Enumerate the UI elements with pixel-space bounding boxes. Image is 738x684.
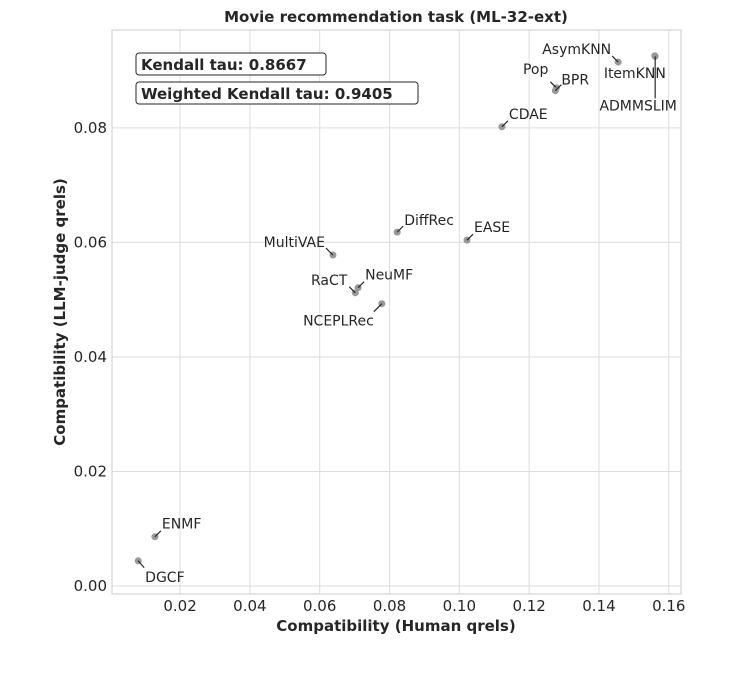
point-label: ADMMSLIM bbox=[599, 98, 676, 114]
leader-line bbox=[549, 81, 557, 89]
point-label: MultiVAE bbox=[264, 235, 325, 251]
point-label: ENMF bbox=[162, 517, 201, 533]
x-tick-label: 0.16 bbox=[652, 597, 685, 615]
leader-line bbox=[357, 281, 365, 289]
grid bbox=[112, 30, 681, 594]
y-tick-label: 0.02 bbox=[74, 462, 107, 480]
point-label: EASE bbox=[474, 220, 510, 236]
point-cdae: CDAE bbox=[498, 107, 548, 131]
x-tick-label: 0.06 bbox=[303, 597, 336, 615]
leader-line bbox=[466, 233, 474, 241]
leader-line bbox=[373, 303, 383, 313]
x-tick-label: 0.14 bbox=[582, 597, 615, 615]
x-tick-label: 0.08 bbox=[373, 597, 406, 615]
y-tick-label: 0.04 bbox=[74, 348, 107, 366]
leader-line bbox=[154, 530, 162, 538]
point-label: DiffRec bbox=[404, 213, 454, 229]
leader-line bbox=[137, 560, 145, 569]
weighted-kendall-box bbox=[135, 81, 419, 105]
leader-line bbox=[396, 225, 404, 233]
plot-frame bbox=[111, 29, 682, 595]
y-tick-label: 0.00 bbox=[74, 577, 107, 595]
point-diffrec: DiffRec bbox=[393, 213, 454, 236]
x-axis-label: Compatibility (Human qrels) bbox=[276, 617, 515, 635]
x-tick-label: 0.04 bbox=[233, 597, 266, 615]
leader-line bbox=[325, 247, 334, 256]
kendall-box bbox=[135, 52, 327, 76]
point-label: CDAE bbox=[509, 107, 548, 123]
point-ease: EASE bbox=[463, 220, 510, 244]
leader-line bbox=[554, 84, 562, 92]
kendall-annotation: Kendall tau: 0.8667 bbox=[135, 52, 327, 76]
point-label: Pop bbox=[523, 62, 549, 78]
y-axis-label: Compatibility (LLM-judge qrels) bbox=[51, 178, 69, 446]
point-asymknn: AsymKNN bbox=[542, 42, 622, 66]
point-nceplrec: NCEPLRec bbox=[303, 300, 386, 330]
x-tick-label: 0.12 bbox=[512, 597, 545, 615]
weighted-kendall-annotation: Weighted Kendall tau: 0.9405 bbox=[135, 81, 419, 105]
y-tick-label: 0.08 bbox=[74, 119, 107, 137]
point-pop: Pop bbox=[523, 62, 560, 92]
points: AsymKNN ItemKNN ADMMSLIM Pop BPR CDAE DiffRec E… bbox=[134, 42, 677, 586]
chart-title: Movie recommendation task (ML-32-ext) bbox=[224, 8, 568, 26]
x-tick-label: 0.02 bbox=[163, 597, 196, 615]
point-label: DGCF bbox=[145, 570, 184, 586]
y-tick-label: 0.06 bbox=[74, 233, 107, 251]
point-label: BPR bbox=[561, 73, 589, 89]
point-label: RaCT bbox=[311, 273, 348, 289]
leader-line bbox=[501, 120, 509, 128]
weighted-kendall-tau-text: Weighted Kendall tau: 0.9405 bbox=[141, 85, 393, 103]
point-dgcf: DGCF bbox=[134, 557, 185, 586]
point-admmslim: ADMMSLIM bbox=[599, 52, 677, 114]
point-label: AsymKNN bbox=[542, 42, 611, 58]
leader-line bbox=[611, 55, 619, 63]
ticks: 0.02 0.04 0.06 0.08 0.10 0.12 0.14 0.16 0.00 0.02… bbox=[74, 119, 686, 615]
point-bpr: BPR bbox=[551, 73, 589, 95]
point-label: ItemKNN bbox=[604, 66, 666, 82]
leader-line bbox=[348, 286, 356, 294]
kendall-tau-text: Kendall tau: 0.8667 bbox=[141, 56, 307, 74]
point-label: NCEPLRec bbox=[303, 314, 374, 330]
x-tick-label: 0.10 bbox=[443, 597, 476, 615]
point-enmf: ENMF bbox=[151, 517, 201, 541]
point-label: NeuMF bbox=[365, 268, 413, 284]
point-ract: RaCT bbox=[311, 273, 359, 297]
point-neumf: NeuMF bbox=[354, 268, 413, 292]
point-multivae: MultiVAE bbox=[264, 235, 337, 259]
